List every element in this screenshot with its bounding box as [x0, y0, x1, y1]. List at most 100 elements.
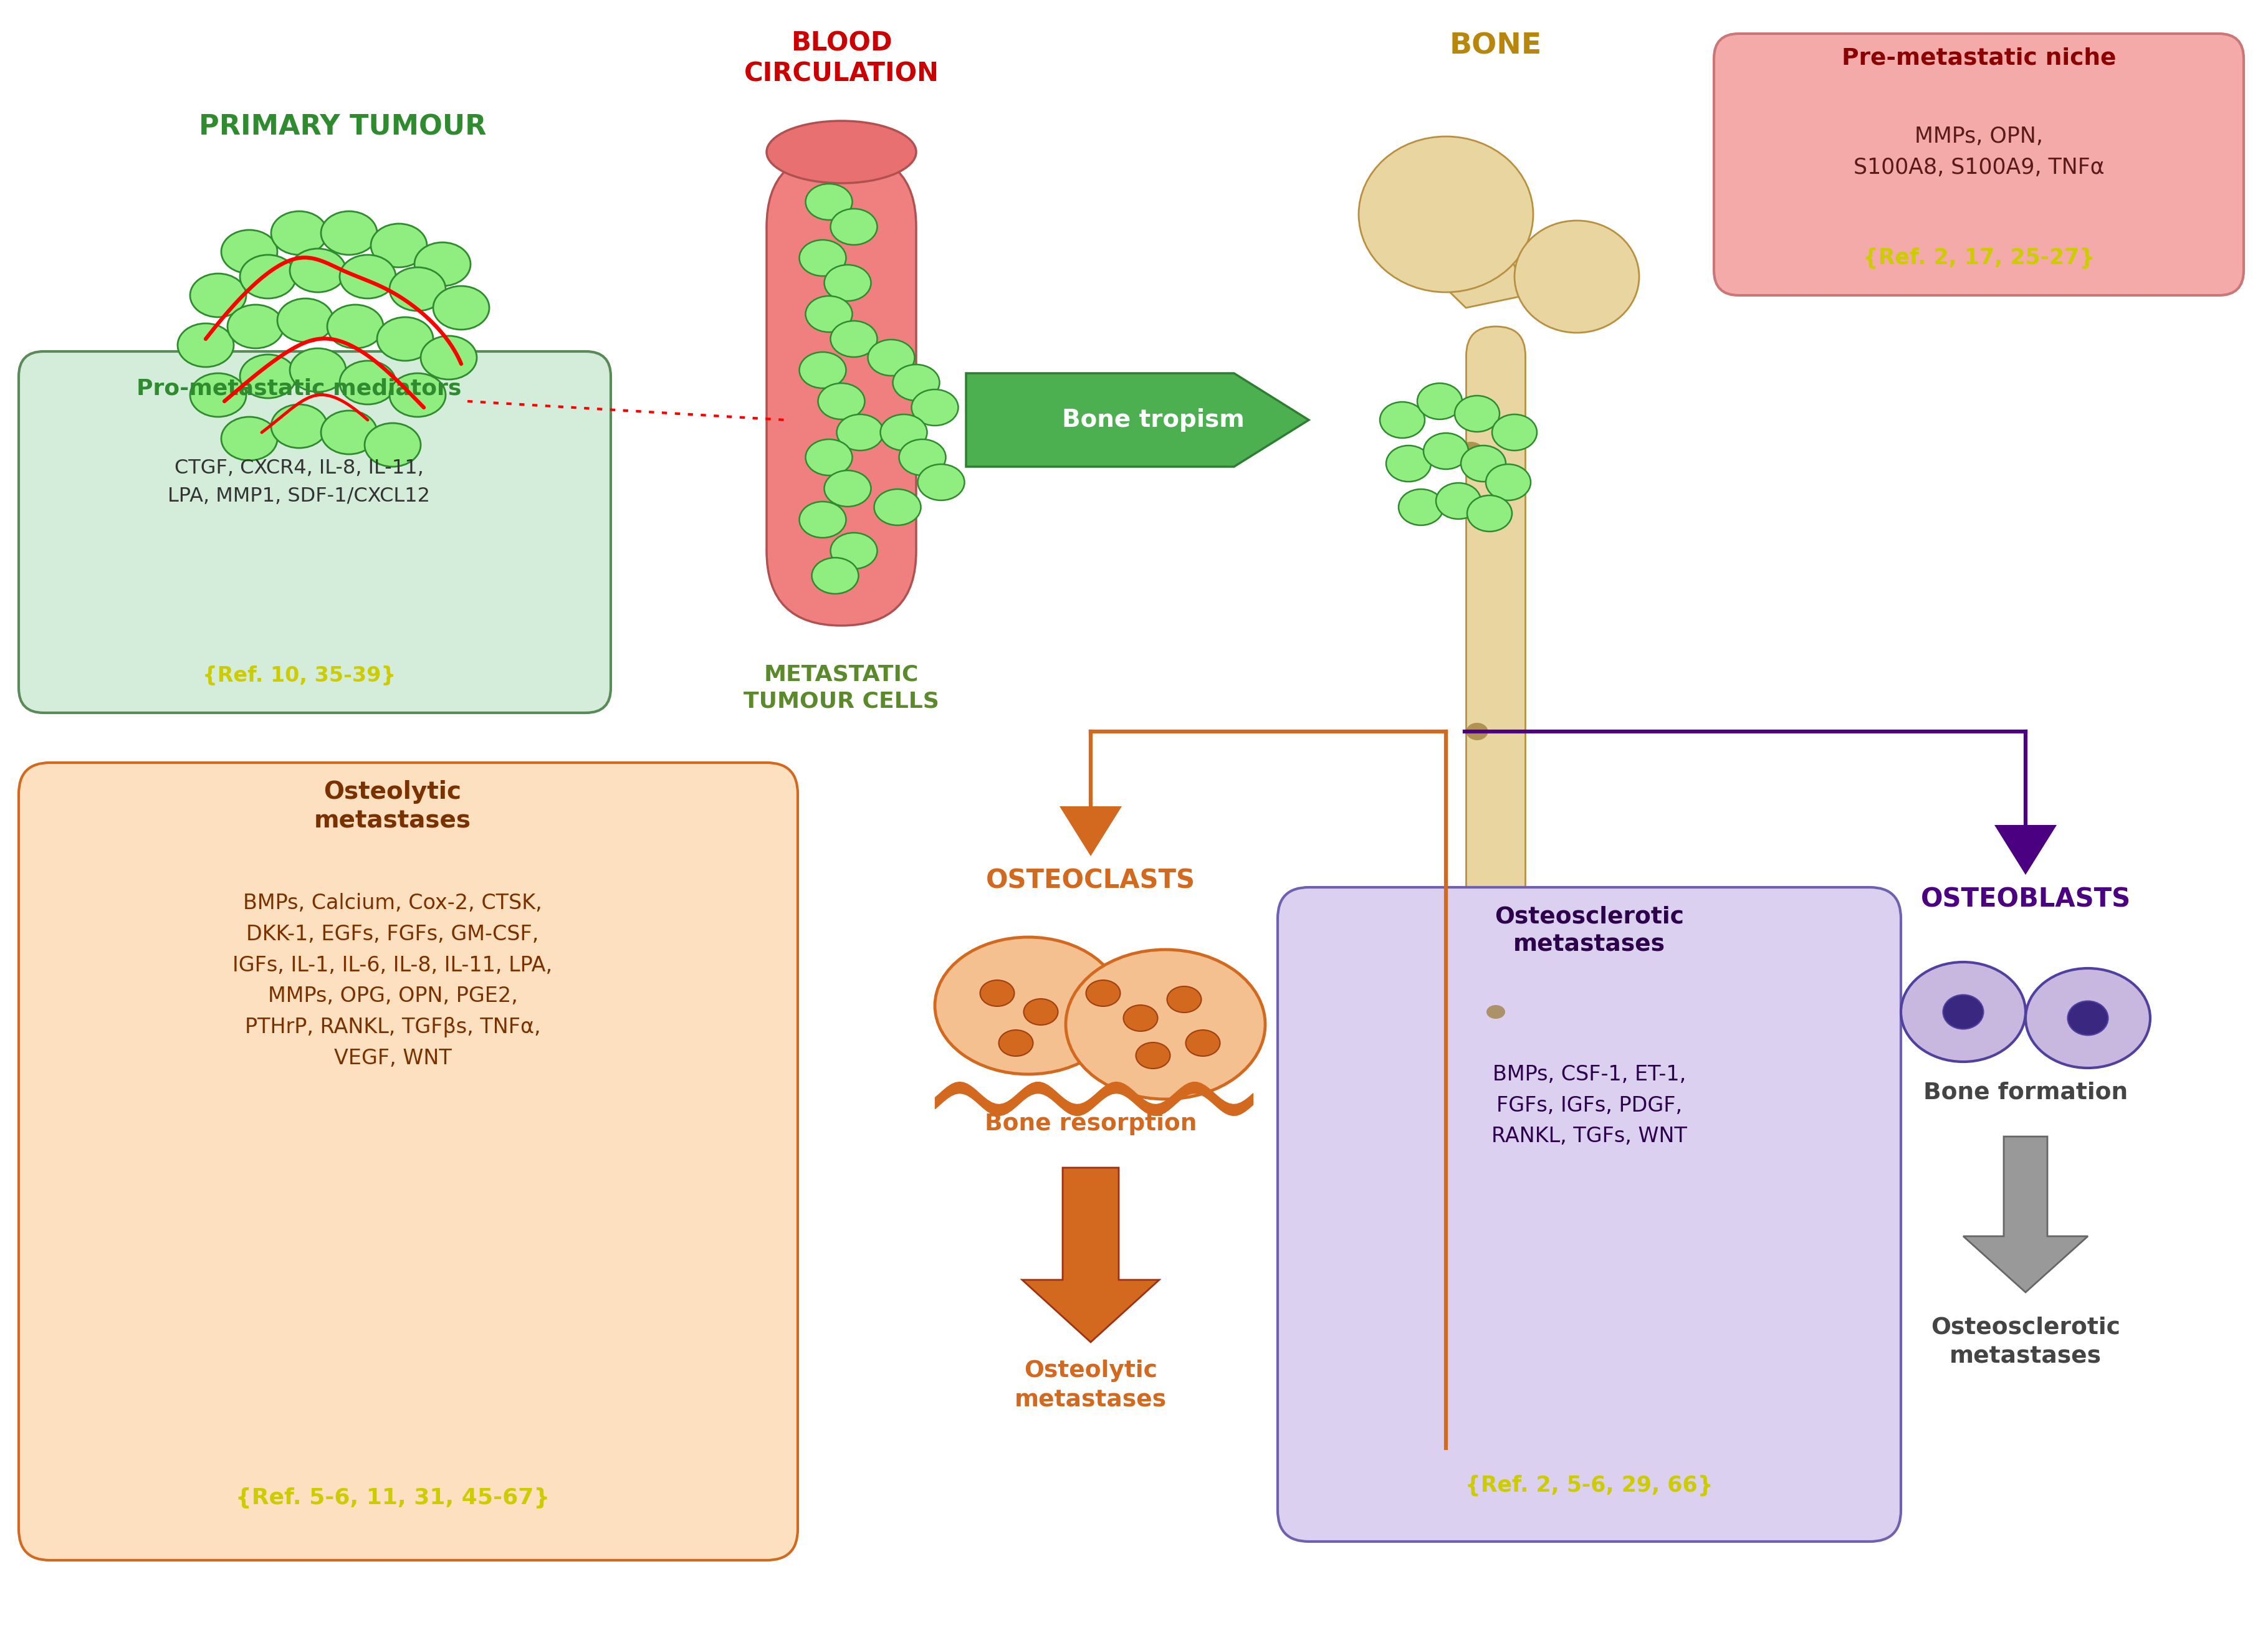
Ellipse shape — [912, 389, 959, 425]
Ellipse shape — [998, 1030, 1032, 1056]
Text: BMPs, CSF-1, ET-1,
FGFs, IGFs, PDGF,
RANKL, TGFs, WNT: BMPs, CSF-1, ET-1, FGFs, IGFs, PDGF, RAN… — [1492, 1064, 1687, 1146]
Text: BONE: BONE — [1449, 33, 1542, 60]
Ellipse shape — [191, 273, 247, 317]
Ellipse shape — [1458, 441, 1483, 461]
Ellipse shape — [340, 361, 395, 404]
Ellipse shape — [830, 209, 878, 245]
Ellipse shape — [1136, 1043, 1170, 1069]
Ellipse shape — [1465, 723, 1488, 741]
Ellipse shape — [980, 979, 1014, 1006]
Ellipse shape — [819, 383, 864, 419]
Ellipse shape — [272, 211, 327, 255]
Text: {Ref. 2, 5-6, 29, 66}: {Ref. 2, 5-6, 29, 66} — [1465, 1475, 1712, 1496]
Ellipse shape — [240, 255, 297, 299]
Ellipse shape — [433, 286, 490, 330]
Ellipse shape — [1467, 495, 1513, 531]
Ellipse shape — [177, 324, 234, 366]
Ellipse shape — [934, 937, 1123, 1074]
Text: MMPs, OPN,
S100A8, S100A9, TNFα: MMPs, OPN, S100A8, S100A9, TNFα — [1853, 126, 2105, 178]
Ellipse shape — [1436, 482, 1481, 518]
Text: {Ref. 10, 35-39}: {Ref. 10, 35-39} — [202, 665, 397, 685]
Ellipse shape — [823, 265, 871, 301]
Text: Bone tropism: Bone tropism — [1061, 409, 1245, 432]
FancyBboxPatch shape — [1277, 888, 1901, 1542]
Ellipse shape — [222, 231, 277, 273]
Ellipse shape — [277, 299, 333, 342]
Text: PRIMARY TUMOUR: PRIMARY TUMOUR — [200, 114, 488, 141]
Ellipse shape — [240, 355, 297, 399]
Ellipse shape — [869, 340, 914, 376]
Text: OSTEOCLASTS: OSTEOCLASTS — [987, 868, 1195, 894]
Ellipse shape — [2025, 968, 2150, 1068]
Ellipse shape — [420, 335, 476, 379]
Ellipse shape — [227, 304, 284, 348]
Ellipse shape — [805, 183, 853, 221]
Ellipse shape — [1379, 402, 1424, 438]
Ellipse shape — [1486, 1006, 1506, 1019]
Ellipse shape — [1168, 986, 1202, 1012]
Ellipse shape — [322, 410, 376, 455]
Ellipse shape — [830, 533, 878, 569]
Ellipse shape — [830, 320, 878, 356]
FancyArrow shape — [1059, 731, 1123, 857]
Text: METASTATIC
TUMOUR CELLS: METASTATIC TUMOUR CELLS — [744, 664, 939, 711]
Text: Osteosclerotic
metastases: Osteosclerotic metastases — [1495, 906, 1683, 956]
Ellipse shape — [812, 558, 860, 594]
Ellipse shape — [1492, 414, 1538, 451]
Ellipse shape — [1023, 999, 1057, 1025]
Ellipse shape — [798, 240, 846, 276]
Text: {Ref. 5-6, 11, 31, 45-67}: {Ref. 5-6, 11, 31, 45-67} — [236, 1488, 549, 1509]
Ellipse shape — [390, 267, 445, 311]
Text: Osteolytic
metastases: Osteolytic metastases — [1014, 1360, 1166, 1411]
Ellipse shape — [805, 440, 853, 476]
Ellipse shape — [2068, 1001, 2109, 1035]
Text: CTGF, CXCR4, IL-8, IL-11,
LPA, MMP1, SDF-1/CXCL12: CTGF, CXCR4, IL-8, IL-11, LPA, MMP1, SDF… — [168, 458, 431, 507]
Ellipse shape — [1066, 950, 1266, 1099]
FancyBboxPatch shape — [1465, 327, 1526, 1449]
Ellipse shape — [1486, 464, 1531, 500]
Text: {Ref. 2, 17, 25-27}: {Ref. 2, 17, 25-27} — [1862, 247, 2096, 268]
Ellipse shape — [880, 414, 928, 451]
Ellipse shape — [322, 211, 376, 255]
Ellipse shape — [365, 423, 420, 466]
Ellipse shape — [1399, 489, 1442, 525]
Ellipse shape — [191, 373, 247, 417]
Text: Osteolytic
metastases: Osteolytic metastases — [313, 780, 472, 832]
Ellipse shape — [222, 417, 277, 461]
Text: BMPs, Calcium, Cox-2, CTSK,
DKK-1, EGFs, FGFs, GM-CSF,
IGFs, IL-1, IL-6, IL-8, I: BMPs, Calcium, Cox-2, CTSK, DKK-1, EGFs,… — [234, 893, 553, 1069]
FancyBboxPatch shape — [1715, 34, 2243, 296]
FancyArrow shape — [1994, 731, 2057, 875]
Ellipse shape — [1901, 961, 2025, 1061]
FancyBboxPatch shape — [18, 352, 610, 713]
Ellipse shape — [390, 373, 445, 417]
Text: Pre-metastatic niche: Pre-metastatic niche — [1842, 47, 2116, 70]
Ellipse shape — [1186, 1030, 1220, 1056]
Ellipse shape — [823, 471, 871, 507]
Ellipse shape — [1359, 136, 1533, 293]
Text: OSTEOBLASTS: OSTEOBLASTS — [1921, 886, 2130, 912]
Ellipse shape — [919, 464, 964, 500]
Ellipse shape — [1515, 221, 1640, 334]
Ellipse shape — [798, 502, 846, 538]
Ellipse shape — [873, 489, 921, 525]
Text: BLOOD
CIRCULATION: BLOOD CIRCULATION — [744, 31, 939, 87]
Text: Osteosclerotic
metastases: Osteosclerotic metastases — [1930, 1316, 2121, 1368]
Text: Pro-metastatic mediators: Pro-metastatic mediators — [136, 378, 463, 399]
Ellipse shape — [1461, 445, 1506, 482]
Ellipse shape — [376, 317, 433, 361]
Ellipse shape — [1086, 979, 1120, 1006]
Polygon shape — [1383, 183, 1526, 307]
Ellipse shape — [290, 249, 347, 293]
Ellipse shape — [798, 352, 846, 387]
Ellipse shape — [898, 440, 946, 476]
FancyBboxPatch shape — [767, 152, 916, 626]
Ellipse shape — [272, 404, 327, 448]
Ellipse shape — [1454, 396, 1499, 432]
Ellipse shape — [290, 348, 347, 392]
Ellipse shape — [340, 255, 395, 299]
Ellipse shape — [415, 242, 469, 286]
Ellipse shape — [327, 304, 383, 348]
FancyArrow shape — [1964, 1136, 2089, 1292]
Text: Bone formation: Bone formation — [1923, 1082, 2127, 1104]
FancyBboxPatch shape — [18, 762, 798, 1560]
